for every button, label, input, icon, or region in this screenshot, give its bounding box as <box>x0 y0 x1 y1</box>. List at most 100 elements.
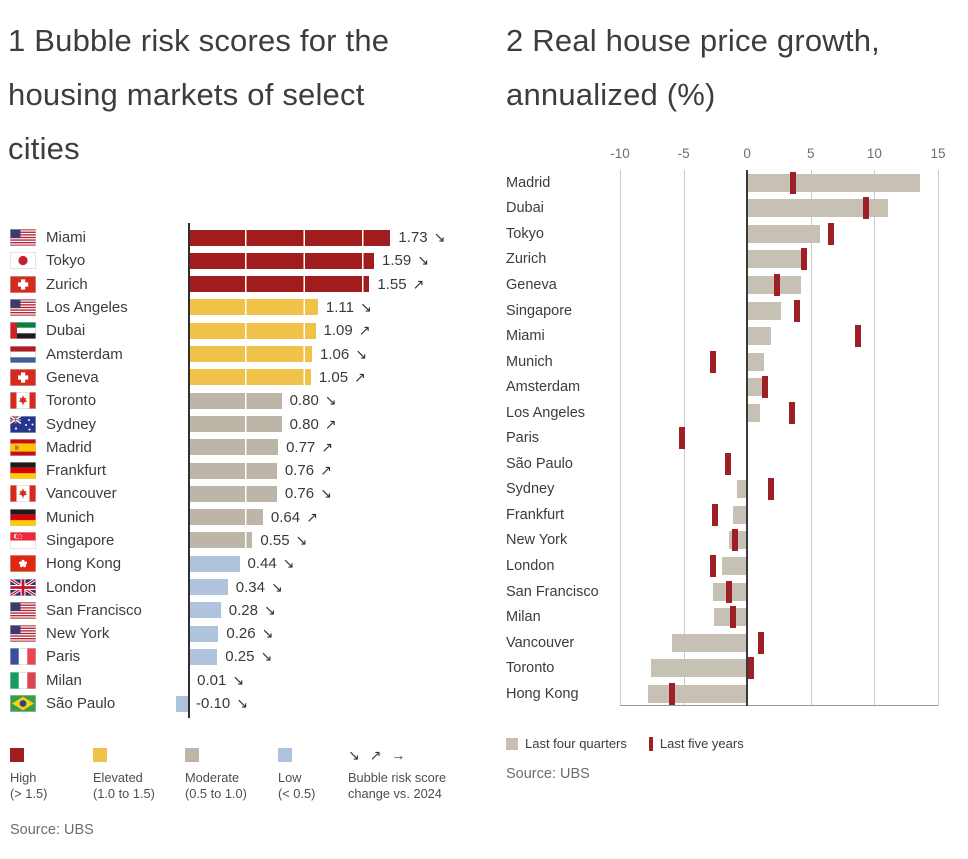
trend-arrow-icon: ↘ <box>320 485 332 502</box>
city-label: Dubai <box>506 200 544 217</box>
four-quarters-bar <box>648 684 748 703</box>
risk-score-value: 0.28 <box>228 601 258 619</box>
us-flag-icon <box>10 299 36 317</box>
legend-swatch <box>185 748 199 762</box>
bar-zone: 1.73 ↘ <box>188 226 478 249</box>
city-label: Miami <box>46 229 86 247</box>
chart1-zero-axis <box>188 223 190 719</box>
gridline <box>620 170 621 707</box>
four-quarters-bar <box>747 327 772 346</box>
five-years-marker <box>854 325 861 348</box>
city-label: Toronto <box>506 660 555 677</box>
legend-label: Elevated <box>93 770 143 785</box>
city-label: Paris <box>506 430 540 447</box>
trend-arrow-icon: ↘ <box>417 252 429 269</box>
price-growth-chart: 2 Real house price growth, annualized (%… <box>506 14 961 854</box>
five-years-marker <box>828 222 835 245</box>
bubble-row: Geneva 1.05 ↗ <box>8 366 478 389</box>
bubble-row: New York 0.26 ↘ <box>8 622 478 645</box>
ch-flag-icon <box>10 275 36 293</box>
city-label: Singapore <box>506 302 573 319</box>
bar-zone: 0.80 ↘ <box>188 389 478 412</box>
legend-swatch <box>10 748 24 762</box>
gridline <box>938 170 939 707</box>
plot-zone <box>620 221 961 247</box>
trend-arrow-icon: ↗ <box>306 508 318 525</box>
growth-row: Vancouver <box>506 630 961 656</box>
value-label: 0.26 ↘ <box>226 622 273 645</box>
ch-flag-icon <box>10 368 36 386</box>
city-label: Paris <box>46 648 81 666</box>
plot-zone <box>620 349 961 375</box>
chart1-legend: High (> 1.5) Elevated (1.0 to 1.5) Moderate(… <box>10 748 480 802</box>
growth-row: Munich <box>506 349 961 375</box>
trend-arrow-icon: ↘ <box>260 648 273 665</box>
growth-row: Los Angeles <box>506 400 961 426</box>
trend-arrow-icon: ↘ <box>433 229 446 246</box>
city-label: Milan <box>46 671 82 689</box>
value-label: 0.28 ↘ <box>229 599 276 622</box>
risk-score-value: 0.55 <box>260 532 290 549</box>
de-flag-icon <box>10 508 36 526</box>
growth-row: Miami <box>506 323 961 349</box>
value-label: 0.77 ↗ <box>286 436 333 459</box>
city-label: Hong Kong <box>46 555 122 573</box>
city-label: New York <box>46 625 110 643</box>
bar-zone: 0.25 ↘ <box>188 645 478 668</box>
risk-score-bar <box>188 346 312 363</box>
value-label: 1.11 ↘ <box>326 296 372 319</box>
plot-zone <box>620 477 961 503</box>
chart2-source: Source: UBS <box>506 766 590 782</box>
growth-row: Tokyo <box>506 221 961 247</box>
risk-score-bar <box>188 579 228 596</box>
trend-arrow-icon: ↘ <box>236 695 248 712</box>
bubble-row: Los Angeles 1.11 ↘ <box>8 296 478 319</box>
growth-row: Hong Kong <box>506 681 961 707</box>
bubble-row: Madrid 0.77 ↗ <box>8 436 478 459</box>
growth-chart-rows: Madrid Dubai Tokyo Zurich Geneva Singapore Mia… <box>506 170 961 707</box>
bubble-row: London 0.34 ↘ <box>8 575 478 598</box>
bubble-row: Amsterdam 1.06 ↘ <box>8 342 478 365</box>
risk-score-value: 0.80 <box>289 415 319 433</box>
risk-score-value: 1.05 <box>318 368 349 386</box>
value-label: 0.01 ↘ <box>197 669 244 692</box>
plot-zone <box>620 425 961 451</box>
risk-score-bar <box>188 415 282 432</box>
risk-score-bar <box>188 509 263 526</box>
value-label: -0.10 ↘ <box>196 692 248 715</box>
five-years-marker <box>793 299 800 322</box>
plot-zone <box>620 528 961 554</box>
legend-range: (0.5 to 1.0) <box>185 786 247 801</box>
bar-zone: -0.10 ↘ <box>176 692 478 715</box>
growth-row: Amsterdam <box>506 374 961 400</box>
plot-zone <box>620 604 961 630</box>
growth-row: São Paulo <box>506 451 961 477</box>
four-quarters-bar <box>733 505 748 524</box>
risk-score-bar <box>188 392 282 409</box>
bar-zone: 1.05 ↗ <box>188 366 478 389</box>
four-quarters-bar <box>747 403 760 422</box>
bubble-row: Sydney 0.80 ↗ <box>8 412 478 435</box>
bar-zone: 0.44 ↘ <box>188 552 478 575</box>
legend-range: (> 1.5) <box>10 786 48 801</box>
bar-zone: 0.55 ↘ <box>188 529 478 552</box>
value-label: 0.44 ↘ <box>247 552 294 575</box>
risk-score-value: 1.59 <box>382 252 412 270</box>
city-label: Munich <box>46 508 95 526</box>
plot-zone <box>620 170 961 196</box>
trend-arrows-icon: ↘ ↗ → <box>348 747 409 763</box>
five-years-marker <box>731 529 738 552</box>
city-label: Frankfurt <box>46 462 107 480</box>
bottom-axis-line <box>620 705 938 707</box>
plot-zone <box>620 298 961 324</box>
five-years-marker <box>788 401 795 424</box>
city-label: San Francisco <box>46 601 142 619</box>
axis-tick-label: -5 <box>677 146 690 161</box>
risk-score-value: 1.73 <box>398 229 428 247</box>
plot-zone <box>620 451 961 477</box>
growth-row: London <box>506 553 961 579</box>
four-quarters-bar <box>721 557 748 575</box>
bubble-row: Zurich 1.55 ↗ <box>8 273 478 296</box>
risk-score-value: 0.76 <box>284 462 315 480</box>
trend-arrow-icon: ↗ <box>324 415 337 432</box>
